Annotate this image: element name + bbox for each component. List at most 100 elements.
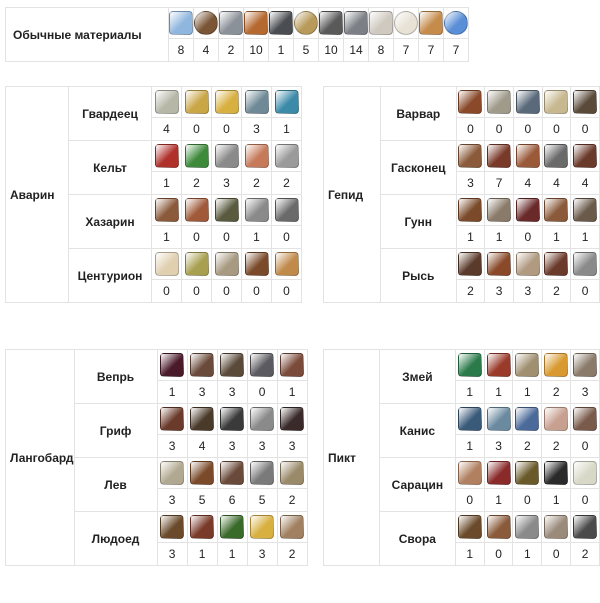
race-name: Гепид [323,86,381,303]
material-item [271,248,302,280]
red-wrap-icon [515,198,540,222]
hide-stack-icon [220,461,245,485]
material-count: 1 [454,434,485,458]
material-count: 0 [181,225,212,249]
material-count: 1 [570,225,600,249]
material-count: 3 [483,434,514,458]
material-count: 3 [570,380,600,404]
material-count: 0 [512,117,543,141]
dark-flask-icon [160,353,185,377]
material-count: 1 [151,171,182,195]
material-item [271,194,302,226]
material-item [241,140,272,172]
material-item [454,349,485,381]
material-item [276,349,308,381]
material-item [541,403,572,435]
reeds-bundle-icon [160,515,185,539]
material-item [216,511,248,543]
material-item [246,403,278,435]
race-name: Лангобард [5,349,75,566]
material-count: 3 [156,488,188,512]
common-item [193,7,219,39]
material-count: 3 [216,434,248,458]
race-name: Пикт [323,349,380,566]
material-count: 1 [454,542,485,566]
common-count: 1 [268,38,294,62]
red-claw-icon [486,353,511,377]
material-count: 0 [241,279,272,303]
slate-tile-icon [250,353,275,377]
material-item [541,511,572,543]
material-item [246,349,278,381]
common-count: 7 [418,38,444,62]
teeth-icon [486,407,511,431]
material-count: 0 [512,488,543,512]
material-item [211,86,242,118]
material-item [241,86,272,118]
stone-slab-icon [515,252,540,276]
material-count: 3 [484,279,514,303]
blue-feather-icon [457,407,482,431]
parchment-scroll-icon [544,90,569,114]
material-item [186,511,218,543]
black-feather-icon [280,407,305,431]
blue-crystal-icon [169,11,193,35]
common-materials-label: Обычные материалы [5,7,169,62]
horn-tusk-icon [544,515,569,539]
material-count: 0 [181,279,212,303]
subrace-name: Центурион [68,248,152,303]
material-count: 1 [271,117,302,141]
material-item [483,349,514,381]
common-item [393,7,419,39]
common-count: 5 [293,38,319,62]
subrace-name: Канис [378,403,456,458]
common-item [168,7,194,39]
material-count: 0 [181,117,212,141]
material-item [454,457,485,489]
material-item [156,349,188,381]
subrace-name: Кельт [68,140,152,195]
chain-links-icon [244,198,269,222]
material-item [483,511,514,543]
material-count: 2 [541,279,572,303]
material-item [211,140,242,172]
race-table-gepid: Гепид Варвар 0 0 0 0 0 Гасконец 3 7 4 4 4 Гунн 1 1 0 1 1 Ры… [323,86,600,303]
material-item [181,194,212,226]
subrace-name: Варвар [379,86,457,141]
material-count: 1 [216,542,248,566]
material-item [541,349,572,381]
material-item [541,140,572,172]
arrow-bundle-icon [573,407,598,431]
material-item [156,457,188,489]
material-item [483,457,514,489]
material-item [455,194,486,226]
material-item [156,511,188,543]
common-count: 14 [343,38,369,62]
material-item [276,403,308,435]
cord-icon [190,407,215,431]
material-count: 1 [484,225,514,249]
material-count: 5 [186,488,218,512]
material-count: 2 [570,542,600,566]
material-count: 2 [541,434,572,458]
material-item [156,403,188,435]
material-count: 3 [512,279,543,303]
red-jar-icon [154,144,179,168]
feathers-icon [154,252,179,276]
curved-horn-icon [458,90,483,114]
material-item [181,86,212,118]
chain-icon [515,90,540,114]
material-count: 0 [455,117,486,141]
chainmail-glove-icon [274,144,299,168]
boot-sole-icon [515,144,540,168]
material-item [570,86,600,118]
subrace-name: Свора [378,511,456,566]
gray-stone-icon [250,461,275,485]
potion-flask-icon [444,11,468,35]
material-item [570,248,600,280]
material-count: 0 [570,434,600,458]
material-item [570,194,600,226]
material-count: 0 [570,279,600,303]
whip-icon [220,407,245,431]
material-count: 1 [512,542,543,566]
